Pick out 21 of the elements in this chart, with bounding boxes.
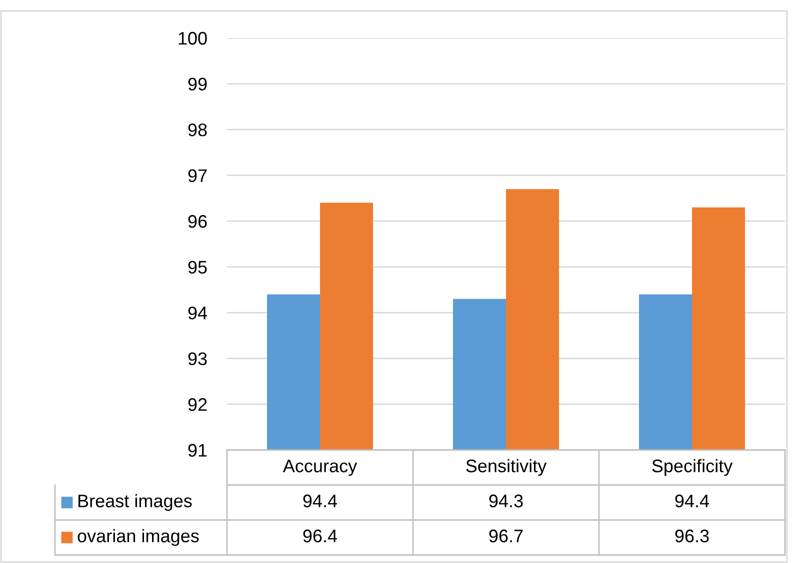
y-tick-label: 94 (188, 306, 208, 320)
y-tick-label: 96 (188, 215, 207, 228)
legend-label: ovarian images (78, 529, 199, 546)
data-label: 96.7 (489, 530, 523, 542)
data-label: 94.4 (675, 494, 710, 508)
legend-label: Breast images (78, 494, 192, 511)
data-label: 94.4 (303, 494, 338, 508)
y-tick-label: 92 (188, 398, 207, 411)
y-tick-label: 91 (188, 444, 207, 457)
data-label: 96.4 (303, 530, 338, 542)
x-tick-label: Accuracy (282, 460, 358, 476)
y-tick-label: 99 (188, 78, 207, 90)
y-tick-label: 93 (188, 352, 207, 366)
y-tick-label: 98 (188, 123, 207, 136)
y-tick-label: 100 (178, 32, 207, 45)
x-tick-label: Specificity (652, 459, 733, 476)
data-label: 96.3 (675, 530, 709, 542)
y-tick-label: 95 (188, 260, 207, 274)
y-tick-label: 97 (188, 169, 207, 182)
x-tick-label: Sensitivity (466, 459, 547, 476)
data-label: 94.3 (489, 494, 523, 508)
